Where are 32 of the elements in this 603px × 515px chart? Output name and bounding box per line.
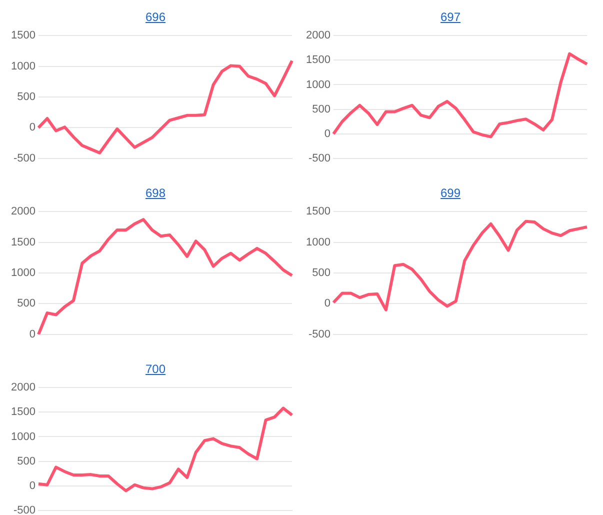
y-tick-label: 1500 xyxy=(10,30,36,42)
y-tick-label: 0 xyxy=(29,480,36,492)
y-tick-label: 0 xyxy=(324,298,330,310)
y-tick-label: 0 xyxy=(324,128,330,140)
chart-title: 697 xyxy=(439,9,462,26)
y-tick-label: 1000 xyxy=(10,430,36,443)
y-tick-label: 0 xyxy=(29,122,36,134)
chart-title: 699 xyxy=(439,185,462,202)
y-tick-label: 500 xyxy=(312,103,330,116)
y-tick-label: -500 xyxy=(13,152,36,164)
y-tick-label: 500 xyxy=(312,267,330,280)
y-tick-label: 1500 xyxy=(10,406,36,418)
y-tick-label: 1000 xyxy=(10,267,36,280)
y-tick-label: 500 xyxy=(17,91,36,104)
y-tick-label: 1500 xyxy=(306,206,330,218)
chart-title: 698 xyxy=(144,185,167,202)
y-tick-label: 0 xyxy=(29,328,36,340)
y-tick-label: 1500 xyxy=(10,236,36,248)
y-tick-label: 1000 xyxy=(10,60,36,72)
y-tick-label: 2000 xyxy=(10,382,36,394)
y-tick-label: 500 xyxy=(17,455,36,468)
y-tick-label: -500 xyxy=(308,328,330,340)
y-tick-label: 1000 xyxy=(306,78,330,91)
y-tick-label: 1500 xyxy=(306,54,330,66)
y-tick-label: -500 xyxy=(13,504,36,515)
chart-title: 696 xyxy=(144,9,167,26)
y-tick-label: 1000 xyxy=(306,236,330,248)
y-tick-label: 2000 xyxy=(306,30,330,42)
y-tick-label: -500 xyxy=(308,152,330,164)
y-tick-label: 500 xyxy=(17,298,36,310)
y-tick-label: 2000 xyxy=(10,206,36,218)
chart-title: 700 xyxy=(144,361,167,378)
